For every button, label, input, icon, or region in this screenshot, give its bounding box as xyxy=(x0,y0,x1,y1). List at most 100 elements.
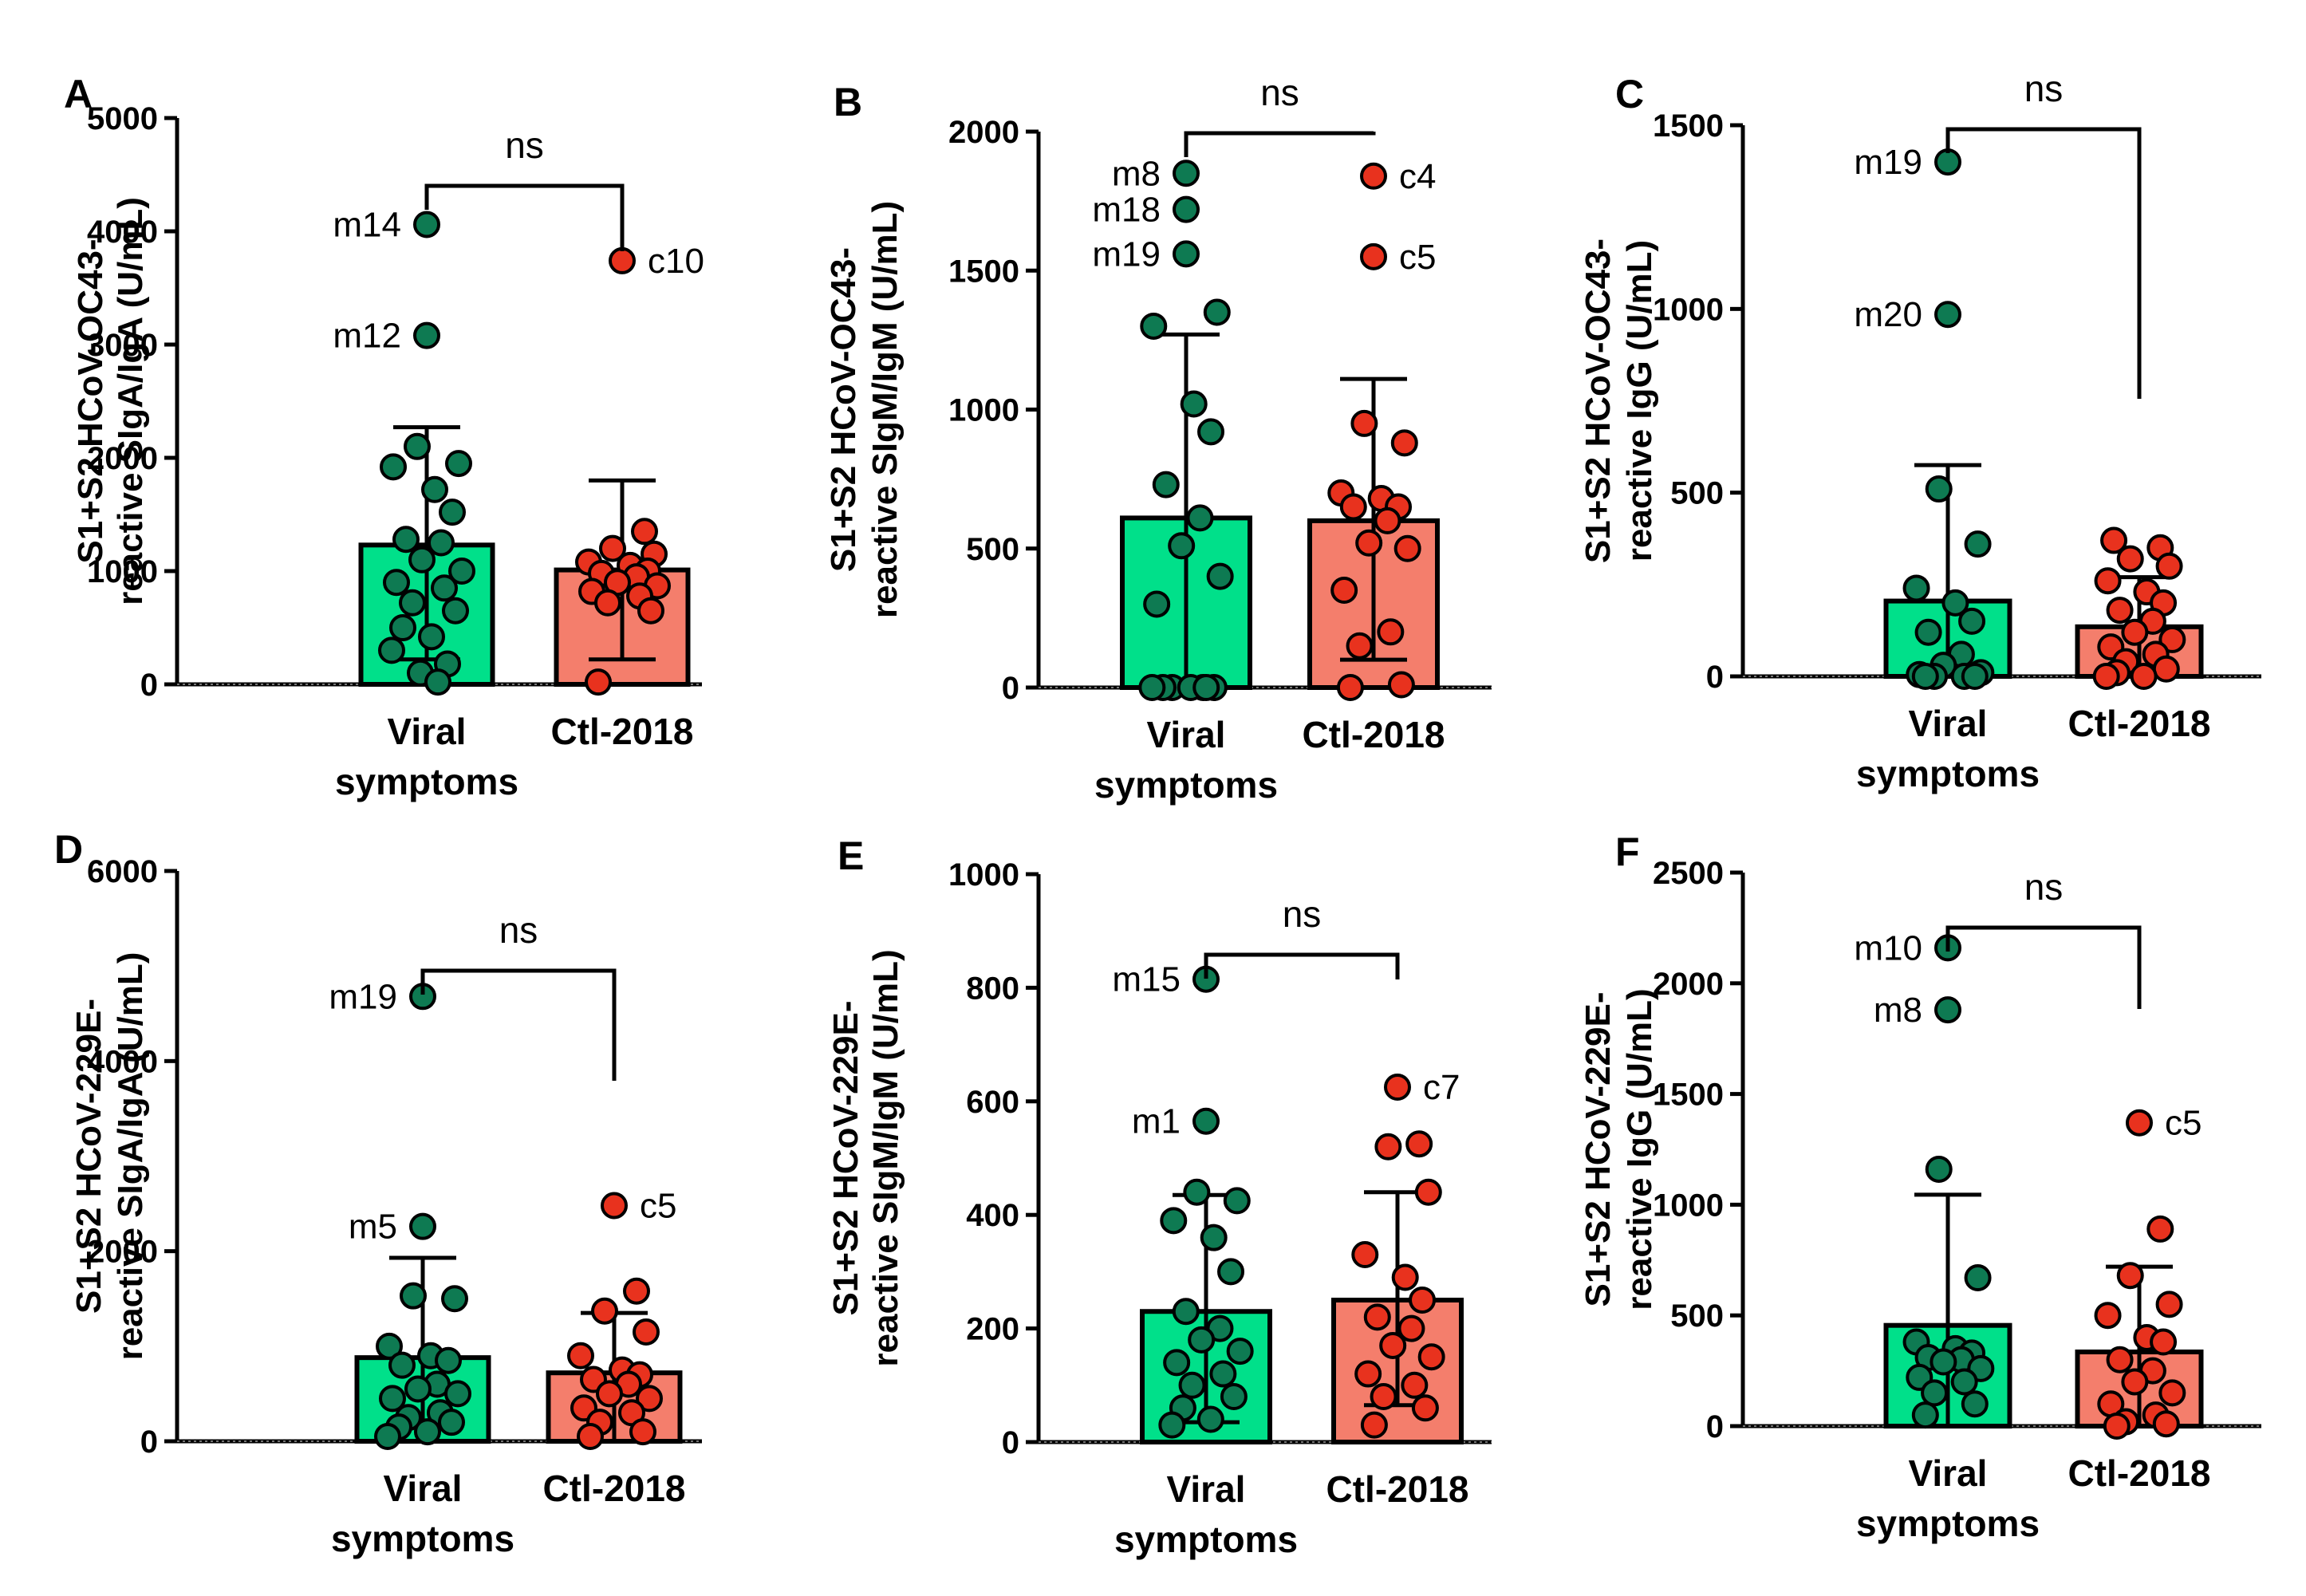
data-point-control xyxy=(2146,1215,2174,1243)
y-tick-label: 0 xyxy=(1002,1425,1019,1460)
data-point-control xyxy=(1360,1411,1388,1439)
data-point-viral xyxy=(1223,1187,1251,1215)
chart-panel-a: A S1+S2 HCoV-OC43- reactive SIgA/IgA (U/mL… xyxy=(64,72,704,802)
y-tick-label: 1000 xyxy=(1653,292,1724,327)
data-point-control xyxy=(623,1277,650,1305)
point-annotation: m8 xyxy=(1874,991,1922,1030)
data-point-viral xyxy=(1961,1390,1989,1418)
y-tick-label: 1000 xyxy=(948,857,1019,893)
point-annotation: c10 xyxy=(648,242,704,281)
data-point-viral xyxy=(418,623,445,651)
data-point-viral xyxy=(428,529,455,557)
data-point-control xyxy=(2121,618,2149,646)
category-label-viral: Viral xyxy=(1909,1452,1988,1494)
y-tick-label: 0 xyxy=(1002,671,1019,706)
data-point-viral xyxy=(1961,663,1989,690)
data-point-control xyxy=(1350,409,1378,437)
y-tick-label: 4000 xyxy=(87,1044,158,1079)
data-point-control xyxy=(1390,429,1418,457)
data-point-control xyxy=(2152,655,2180,683)
data-point-viral xyxy=(378,636,405,664)
data-point-control xyxy=(601,1192,628,1220)
data-point-viral xyxy=(399,589,426,617)
data-point-viral xyxy=(1958,607,1986,635)
category-label-viral-line2: symptoms xyxy=(335,761,518,802)
data-point-control xyxy=(2103,1413,2131,1440)
y-tick-label: 200 xyxy=(966,1312,1019,1347)
category-label-viral: Viral xyxy=(1167,1468,1246,1510)
category-label-viral: Viral xyxy=(388,711,467,752)
significance-label: ns xyxy=(499,909,538,951)
significance-bracket xyxy=(424,183,625,251)
point-annotation: m15 xyxy=(1112,960,1181,999)
category-label-viral-line2: symptoms xyxy=(331,1518,514,1559)
y-tick-label: 0 xyxy=(140,668,158,703)
chart-panel-e: E S1+S2 HCoV-229E-reactive SIgM/IgM (U/mL… xyxy=(826,833,1492,1560)
data-point-control xyxy=(2116,545,2144,573)
data-point-viral xyxy=(408,546,436,573)
y-tick-label: 400 xyxy=(966,1198,1019,1233)
y-tick-label: 0 xyxy=(140,1425,158,1460)
data-point-control xyxy=(1384,1074,1411,1101)
y-tick-label: 3000 xyxy=(87,328,158,363)
data-point-control xyxy=(2150,1328,2178,1356)
data-point-viral xyxy=(1197,418,1225,446)
data-point-control xyxy=(1417,1343,1445,1371)
data-point-viral xyxy=(1173,160,1200,187)
data-point-viral xyxy=(1180,390,1208,418)
data-point-control xyxy=(631,518,658,546)
data-point-viral xyxy=(1152,471,1180,499)
data-point-viral xyxy=(413,211,440,238)
data-point-viral xyxy=(1964,530,1992,558)
data-point-viral xyxy=(445,450,472,478)
category-label-control: Ctl-2018 xyxy=(1326,1468,1469,1510)
data-point-control xyxy=(633,1318,660,1346)
significance-label: ns xyxy=(1283,893,1322,935)
data-point-control xyxy=(596,1380,623,1408)
data-point-control xyxy=(2094,567,2122,595)
data-point-control xyxy=(1339,493,1367,521)
data-point-viral xyxy=(1209,1360,1237,1388)
data-point-viral xyxy=(1192,674,1220,701)
point-annotation: c5 xyxy=(2165,1104,2202,1143)
data-point-viral xyxy=(1203,298,1231,326)
significance-bracket xyxy=(1184,131,1376,157)
data-point-viral xyxy=(392,526,420,554)
point-annotation: m12 xyxy=(333,317,401,356)
data-point-viral xyxy=(1911,1401,1939,1429)
significance-label: ns xyxy=(2024,68,2064,109)
data-point-control xyxy=(2158,1379,2186,1407)
y-axis-label-line1: S1+S2 HCoV-OC43- xyxy=(824,247,863,572)
data-point-control xyxy=(585,668,612,696)
y-axis-label-line2: reactive SIgM/IgM (U/mL) xyxy=(865,201,905,618)
data-point-viral xyxy=(1930,1348,1957,1376)
category-label-viral: Viral xyxy=(1147,714,1226,755)
data-point-control xyxy=(2092,663,2120,690)
data-point-viral xyxy=(1220,1383,1248,1411)
data-point-viral xyxy=(431,574,458,602)
y-tick-label: 6000 xyxy=(87,854,158,889)
data-point-viral xyxy=(1138,674,1166,701)
data-point-viral xyxy=(1934,301,1961,329)
category-label-viral-line2: symptoms xyxy=(1114,1519,1298,1560)
y-axis-label-line2: reactive IgG (U/mL) xyxy=(1620,988,1659,1310)
category-label-viral-line2: symptoms xyxy=(1094,764,1278,806)
y-axis-label-line2: reactive SIgA/IgA (U/mL) xyxy=(111,952,150,1361)
data-point-viral xyxy=(424,668,451,696)
y-tick-label: 1000 xyxy=(87,554,158,589)
data-point-control xyxy=(2094,1302,2122,1330)
data-point-control xyxy=(1411,1394,1439,1422)
y-axis-label-line2: reactive SIgA/IgA (U/mL) xyxy=(111,197,150,605)
chart-panel-c: C S1+S2 HCoV-OC43- reactive IgG (U/mL) 0 500… xyxy=(1579,68,2261,794)
data-point-control xyxy=(1360,162,1387,190)
point-annotation: m19 xyxy=(1854,143,1922,182)
category-label-viral-line2: symptoms xyxy=(1856,753,2040,794)
data-point-viral xyxy=(380,453,407,481)
data-point-control xyxy=(629,1418,656,1446)
data-point-control xyxy=(567,1342,594,1369)
data-point-viral xyxy=(1934,148,1961,176)
data-point-control xyxy=(1351,1241,1379,1269)
data-point-viral xyxy=(1941,589,1969,617)
panel-letter: C xyxy=(1615,72,1644,116)
